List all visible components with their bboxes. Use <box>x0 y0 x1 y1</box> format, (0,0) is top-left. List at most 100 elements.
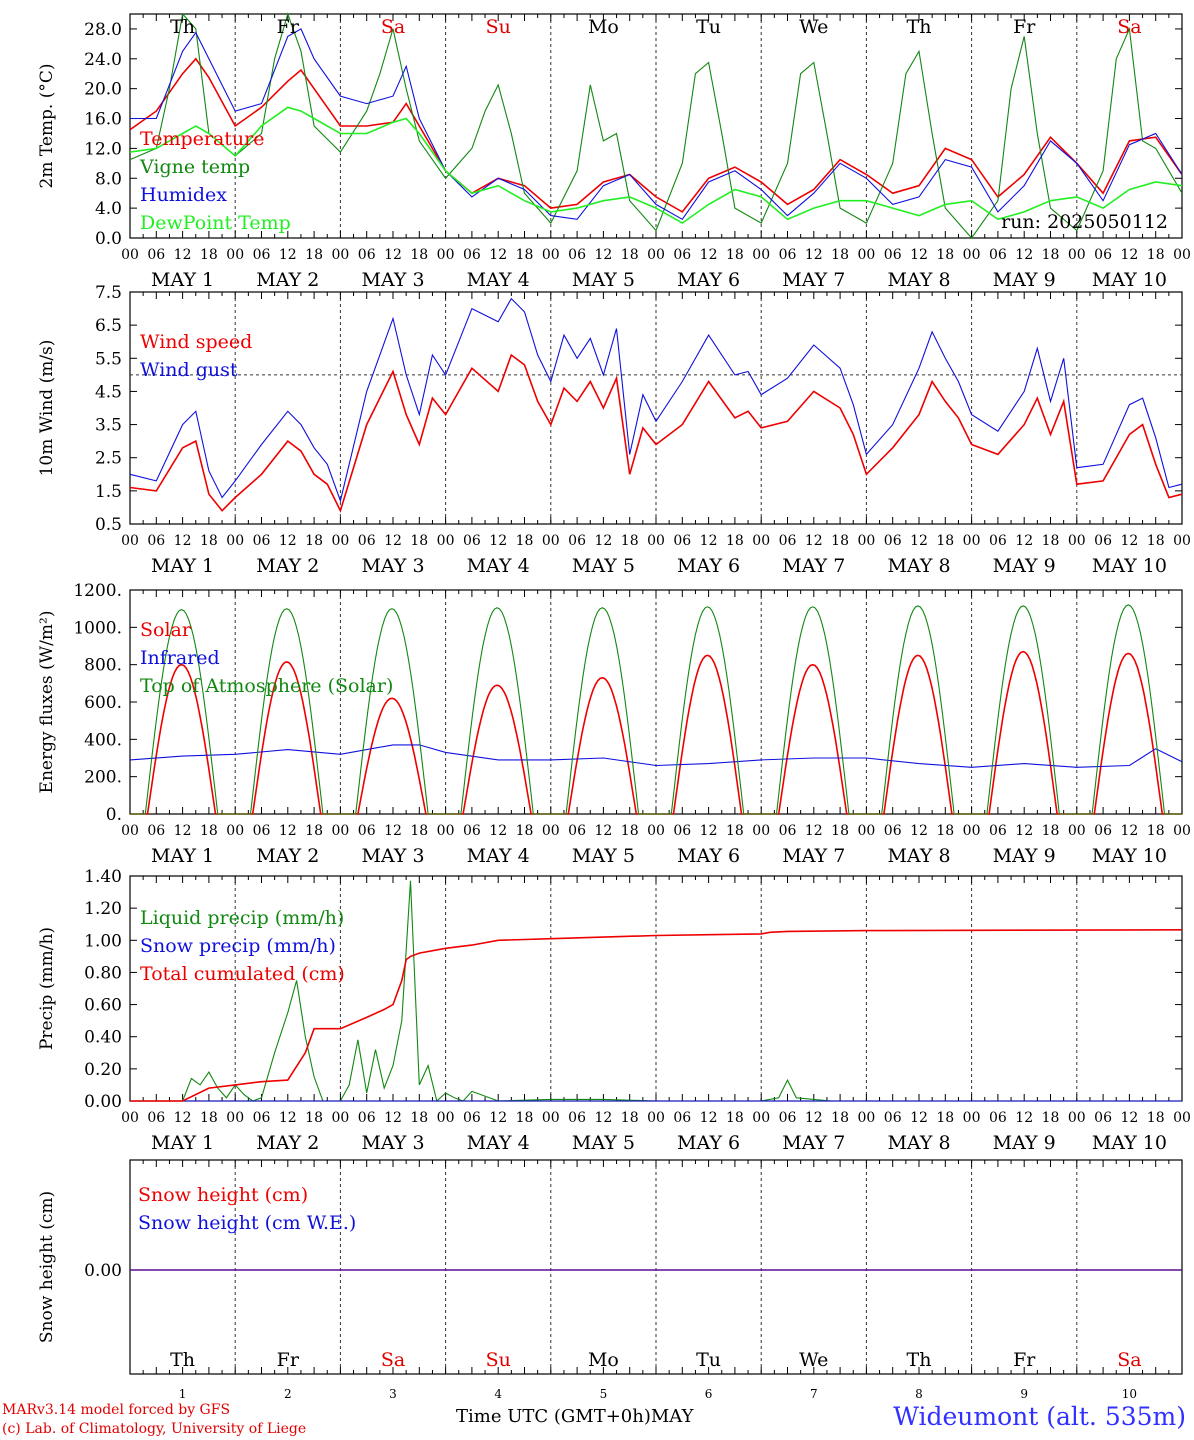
day-name: We <box>799 1349 828 1371</box>
day-number: 10 <box>1122 1387 1137 1401</box>
date-label: MAY 7 <box>782 1132 845 1154</box>
hour-tick-label: 00 <box>1068 247 1086 263</box>
hour-tick-label: 12 <box>174 1110 192 1126</box>
hour-tick-label: 00 <box>331 533 349 549</box>
y-tick-label: 7.5 <box>95 283 122 303</box>
y-tick-label: 0.00 <box>84 1092 122 1112</box>
hour-tick-label: 12 <box>805 1110 823 1126</box>
hour-tick-label: 00 <box>1173 247 1191 263</box>
hour-tick-label: 00 <box>647 823 665 839</box>
hour-tick-label: 18 <box>516 533 534 549</box>
x-axis-title-month: MAY <box>650 1406 694 1427</box>
day-name: Tu <box>696 1349 721 1371</box>
hour-tick-label: 12 <box>384 823 402 839</box>
date-label: MAY 2 <box>256 845 319 867</box>
hour-tick-label: 00 <box>1173 1110 1191 1126</box>
hour-tick-label: 00 <box>963 533 981 549</box>
hour-tick-label: 06 <box>779 533 797 549</box>
date-label: MAY 2 <box>256 555 319 577</box>
y-tick-label: 0.40 <box>84 1028 122 1048</box>
day-name: Sa <box>381 1349 405 1371</box>
panel-4: 0.00 0.20 0.40 0.60 0.80 1.00 1.20 1.40 Precip (… <box>37 867 1191 1154</box>
hour-tick-label: 06 <box>147 1110 165 1126</box>
y-tick-label: 5.5 <box>95 349 122 369</box>
day-number: 9 <box>1020 1387 1028 1401</box>
hour-tick-label: 06 <box>1094 823 1112 839</box>
hour-tick-label: 00 <box>437 247 455 263</box>
date-label: MAY 4 <box>467 845 530 867</box>
date-label: MAY 7 <box>782 269 845 291</box>
hour-tick-label: 18 <box>305 247 323 263</box>
legend-entry: Wind gust <box>140 359 238 381</box>
hour-tick-label: 00 <box>1173 823 1191 839</box>
hour-tick-label: 00 <box>226 247 244 263</box>
hour-tick-label: 12 <box>1120 1110 1138 1126</box>
hour-tick-label: 18 <box>831 247 849 263</box>
hour-tick-label: 12 <box>1120 533 1138 549</box>
y-tick-label: 1.40 <box>84 867 122 887</box>
y-tick-label: 600. <box>84 693 122 713</box>
hour-tick-label: 12 <box>489 247 507 263</box>
hour-tick-label: 18 <box>1042 1110 1060 1126</box>
y-axis-label: Snow height (cm) <box>37 1191 57 1343</box>
hour-tick-label: 00 <box>1068 823 1086 839</box>
day-number: 8 <box>915 1387 923 1401</box>
series-line <box>129 12 1183 239</box>
y-tick-label: 400. <box>84 730 122 750</box>
day-name: Fr <box>1013 16 1036 38</box>
panel-1: 0.0 4.0 8.0 12.0 16.0 20.0 24.0 28.0 2m Temp. (°… <box>37 12 1191 291</box>
y-tick-label: 28.0 <box>84 20 122 40</box>
date-label: MAY 4 <box>467 555 530 577</box>
model-credit: MARv3.14 model forced by GFS <box>2 1402 231 1418</box>
date-label: MAY 10 <box>1092 555 1167 577</box>
hour-tick-label: 12 <box>910 823 928 839</box>
hour-tick-label: 00 <box>1173 533 1191 549</box>
hour-tick-label: 18 <box>1042 823 1060 839</box>
hour-tick-label: 00 <box>647 533 665 549</box>
day-name: Th <box>907 16 932 38</box>
day-name: Fr <box>277 16 300 38</box>
day-name: Mo <box>588 16 619 38</box>
y-tick-label: 0.20 <box>84 1060 122 1080</box>
hour-tick-label: 12 <box>594 247 612 263</box>
date-label: MAY 6 <box>677 845 740 867</box>
y-tick-label: 200. <box>84 768 122 788</box>
hour-tick-label: 06 <box>1094 247 1112 263</box>
day-name: Th <box>170 16 195 38</box>
y-axis-label: 10m Wind (m/s) <box>37 340 57 477</box>
legend-entry: Snow height (cm W.E.) <box>138 1212 356 1234</box>
hour-tick-label: 18 <box>410 247 428 263</box>
hour-tick-label: 00 <box>857 1110 875 1126</box>
hour-tick-label: 06 <box>989 823 1007 839</box>
y-tick-label: 4.0 <box>95 199 122 219</box>
run-label: run: 2025050112 <box>1001 211 1168 233</box>
y-tick-label: 0.80 <box>84 963 122 983</box>
date-label: MAY 10 <box>1092 1132 1167 1154</box>
hour-tick-label: 12 <box>174 247 192 263</box>
y-tick-label: 0.00 <box>84 1261 122 1281</box>
date-label: MAY 9 <box>993 269 1056 291</box>
hour-tick-label: 18 <box>1147 1110 1165 1126</box>
hour-tick-label: 18 <box>1042 533 1060 549</box>
legend-entry: Snow precip (mm/h) <box>140 935 336 957</box>
hour-tick-label: 00 <box>121 533 139 549</box>
hour-tick-label: 00 <box>542 247 560 263</box>
day-name: Fr <box>1013 1349 1036 1371</box>
date-label: MAY 8 <box>887 269 950 291</box>
hour-tick-label: 06 <box>358 1110 376 1126</box>
hour-tick-label: 00 <box>1068 533 1086 549</box>
hour-tick-label: 12 <box>594 533 612 549</box>
hour-tick-label: 06 <box>568 823 586 839</box>
date-label: MAY 2 <box>256 1132 319 1154</box>
day-number: 7 <box>810 1387 818 1401</box>
hour-tick-label: 12 <box>1120 247 1138 263</box>
hour-tick-label: 18 <box>305 1110 323 1126</box>
hour-tick-label: 18 <box>200 823 218 839</box>
hour-tick-label: 06 <box>673 1110 691 1126</box>
hour-tick-label: 18 <box>305 823 323 839</box>
hour-tick-label: 18 <box>516 247 534 263</box>
day-name: We <box>799 16 828 38</box>
hour-tick-label: 06 <box>673 823 691 839</box>
hour-tick-label: 00 <box>121 247 139 263</box>
hour-tick-label: 06 <box>884 1110 902 1126</box>
